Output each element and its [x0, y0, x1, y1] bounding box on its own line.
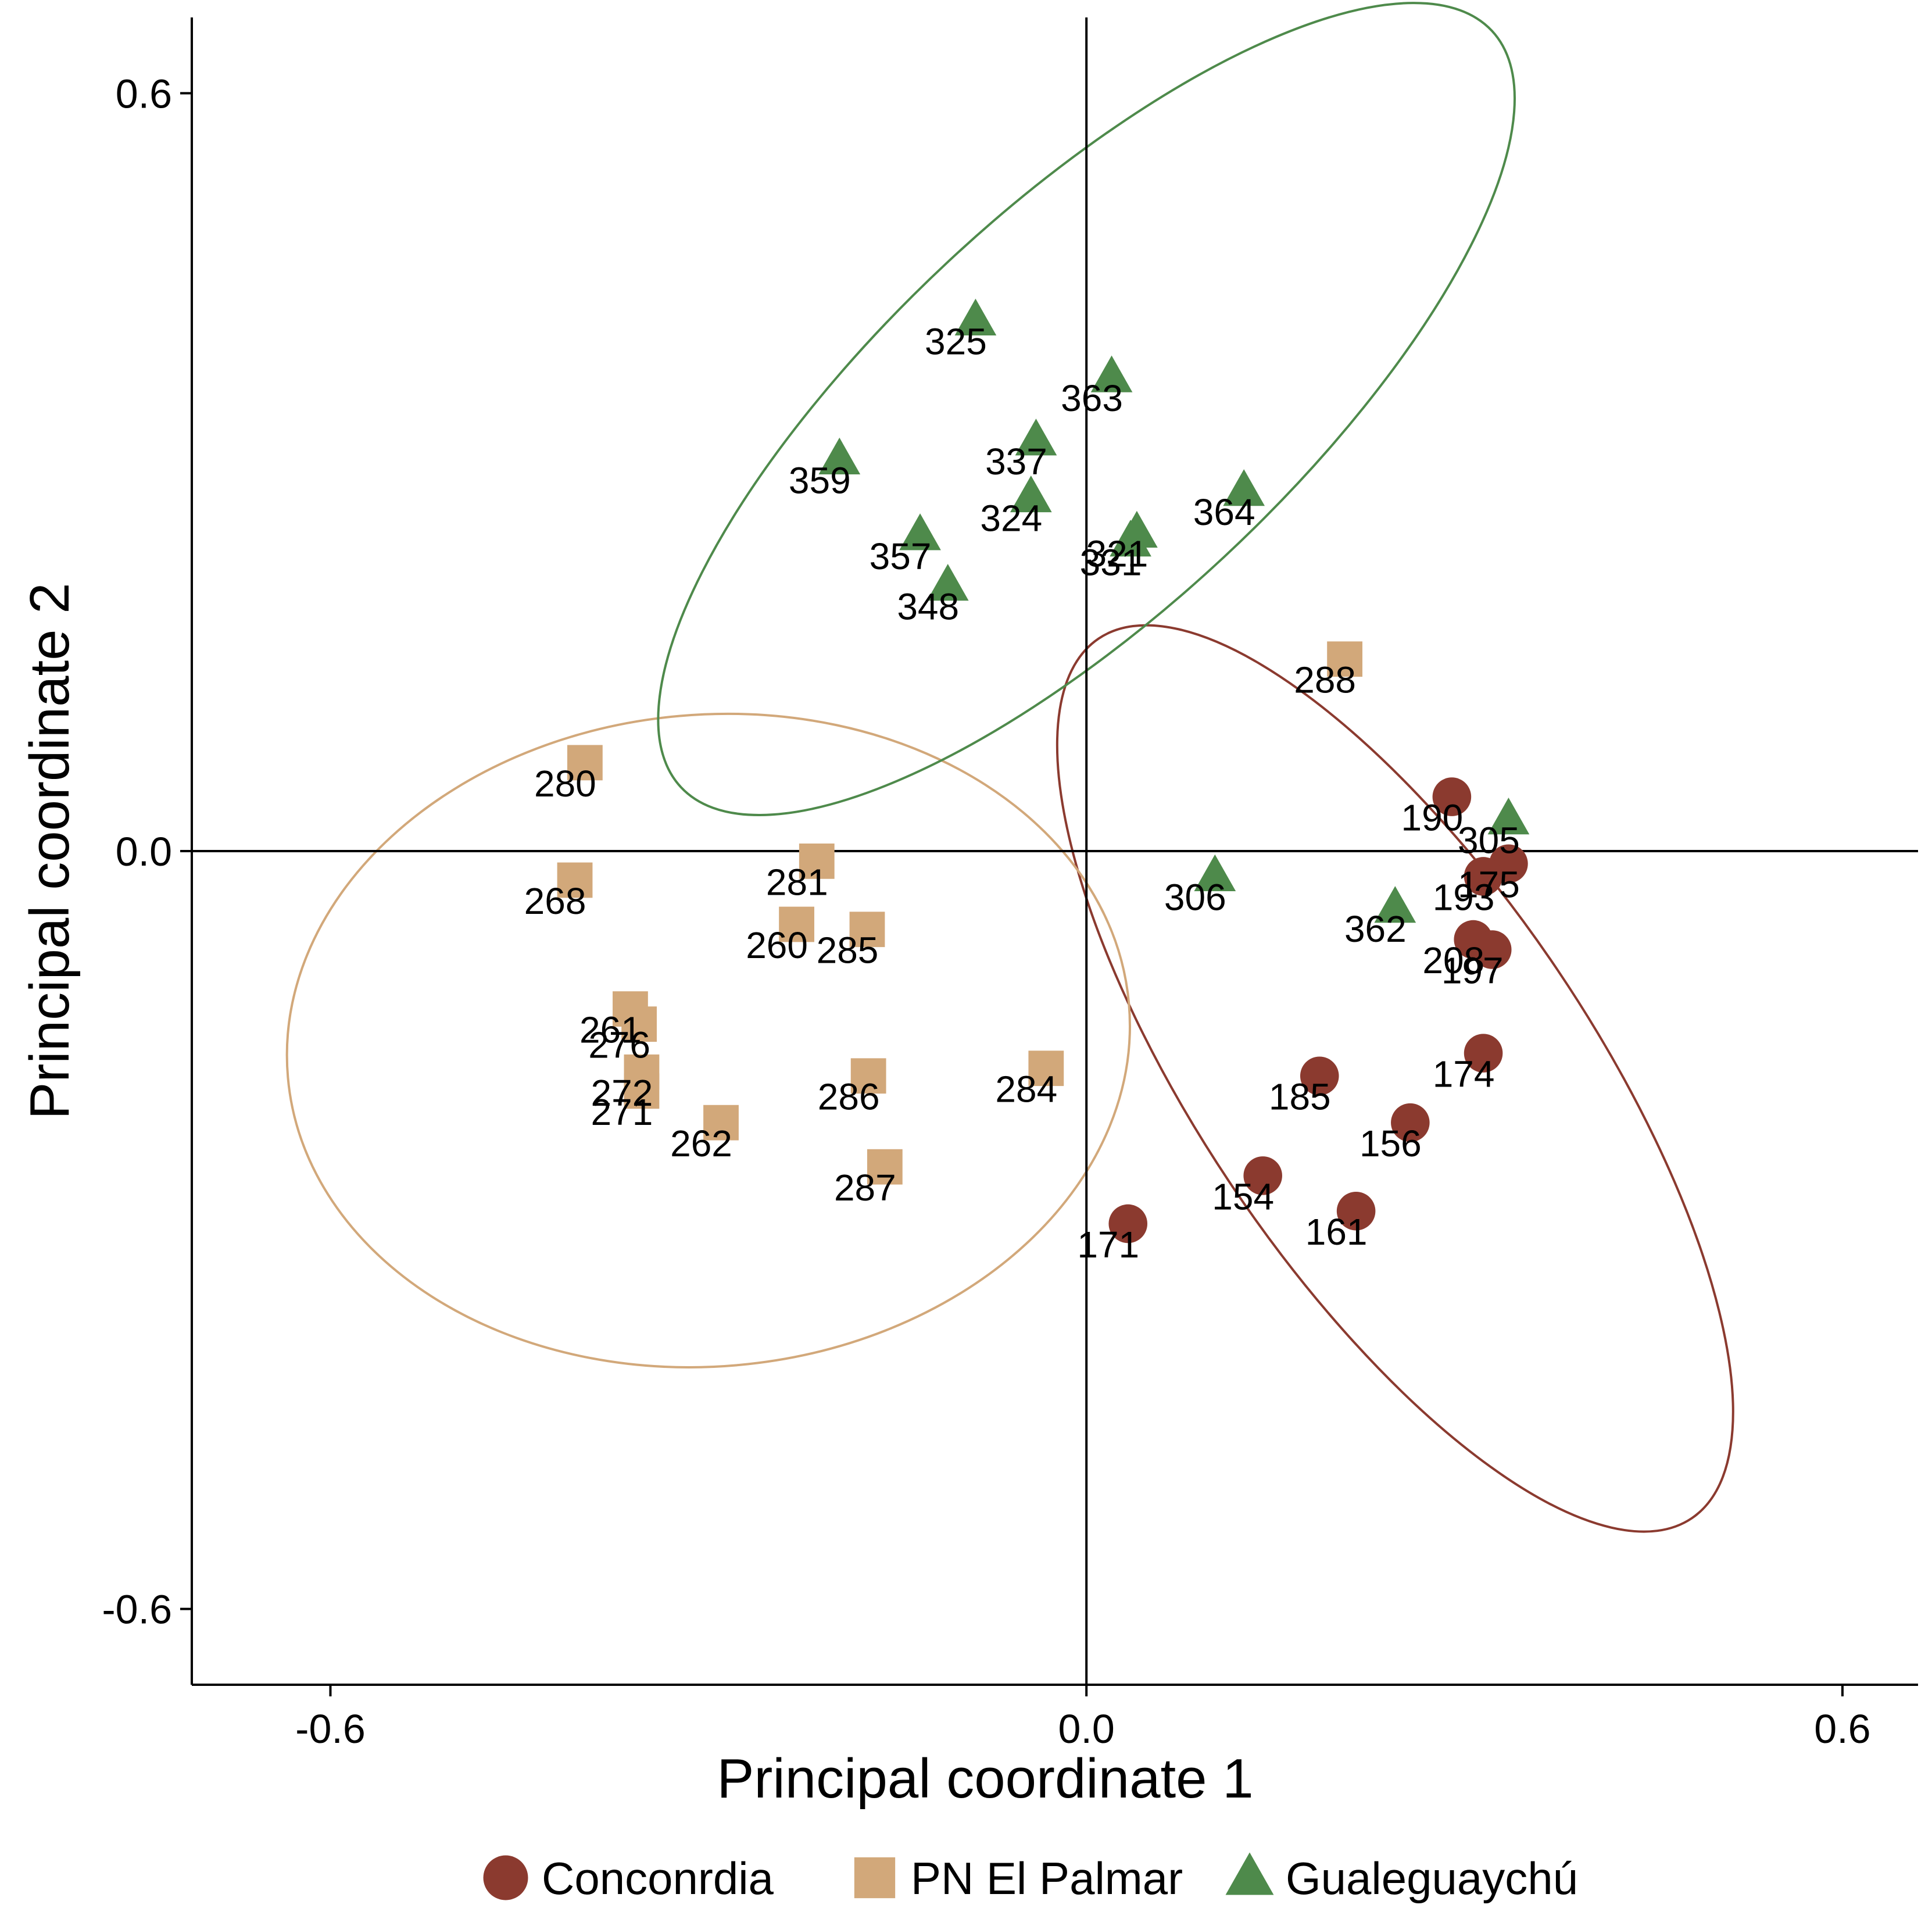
- legend: Conconrdia PN El Palmar Gualeguaychú: [483, 1852, 1578, 1904]
- point-label: 363: [1061, 377, 1123, 419]
- legend-item-conconrdia: Conconrdia: [483, 1853, 774, 1904]
- point-square: [850, 1058, 886, 1094]
- x-tick-label: -0.6: [295, 1706, 366, 1752]
- point-triangle: [1194, 854, 1236, 891]
- point-label: 280: [534, 763, 596, 805]
- point-label: 276: [588, 1024, 650, 1066]
- point-label: 348: [897, 586, 959, 628]
- point-triangle: [1090, 355, 1133, 392]
- ellipse-conconrdia: [1056, 624, 1734, 1533]
- point-label: 272: [591, 1072, 653, 1114]
- point-circle: [1300, 1056, 1339, 1096]
- legend-item-pn-el-palmar: PN El Palmar: [854, 1853, 1183, 1904]
- point-square: [1327, 641, 1363, 677]
- x-tick-label: 0.0: [1058, 1706, 1115, 1752]
- point-label: 321: [1086, 533, 1149, 574]
- legend-item-gualeguaych-: Gualeguaychú: [1225, 1852, 1578, 1904]
- point-label: 197: [1441, 949, 1504, 991]
- legend-label: PN El Palmar: [911, 1853, 1183, 1904]
- point-label: 285: [817, 930, 879, 971]
- point-label: 156: [1359, 1123, 1422, 1164]
- y-tick-label: -0.6: [102, 1587, 172, 1632]
- point-triangle: [899, 513, 941, 551]
- point-circle: [1391, 1103, 1430, 1142]
- point-label: 271: [591, 1091, 653, 1133]
- y-tick-label: 0.6: [116, 71, 172, 116]
- axes: -0.6 0.0 0.6 -0.6 0.0 0.6 Principal coordinate…: [19, 17, 1918, 1810]
- point-label: 331: [1080, 542, 1142, 584]
- point-label: 193: [1433, 876, 1495, 918]
- data-points: [557, 298, 1530, 1243]
- point-label: 288: [1294, 659, 1356, 701]
- point-label: 362: [1344, 908, 1407, 950]
- point-label: 325: [925, 320, 987, 362]
- point-triangle: [954, 298, 997, 335]
- point-label: 268: [524, 880, 586, 922]
- point-label: 286: [818, 1076, 880, 1118]
- point-label: 324: [980, 498, 1042, 539]
- point-label: 175: [1458, 864, 1520, 906]
- point-square: [567, 745, 603, 781]
- point-square: [1028, 1050, 1064, 1087]
- point-triangle: [818, 437, 861, 474]
- y-tick-label: 0.0: [116, 829, 172, 874]
- point-label: 260: [746, 924, 808, 966]
- legend-label: Gualeguaychú: [1286, 1853, 1578, 1904]
- point-triangle: [926, 564, 969, 601]
- point-square: [849, 912, 885, 948]
- confidence-ellipses: [285, 2, 1734, 1533]
- point-square: [799, 843, 835, 879]
- point-triangle: [1223, 469, 1265, 506]
- point-circle: [1472, 930, 1512, 969]
- point-label: 154: [1212, 1175, 1274, 1217]
- point-label: 171: [1077, 1224, 1139, 1266]
- point-label: 364: [1193, 491, 1255, 533]
- point-label: 208: [1422, 939, 1484, 981]
- point-triangle: [1487, 797, 1530, 835]
- point-label: 337: [985, 441, 1047, 483]
- point-square: [624, 1073, 660, 1109]
- point-circle: [1432, 777, 1472, 816]
- point-label: 161: [1305, 1211, 1368, 1253]
- point-label: 261: [579, 1009, 642, 1051]
- legend-key-square: [854, 1857, 896, 1899]
- ellipse-pn-el-palmar: [285, 712, 1131, 1368]
- point-triangle: [1110, 519, 1151, 557]
- legend-label: Conconrdia: [542, 1853, 774, 1904]
- legend-key-circle: [483, 1855, 528, 1900]
- y-axis-title: Principal coordinate 2: [19, 583, 81, 1119]
- point-label: 357: [870, 535, 932, 577]
- point-label: 284: [995, 1069, 1057, 1110]
- point-square: [621, 1006, 657, 1042]
- x-axis-title: Principal coordinate 1: [717, 1748, 1253, 1810]
- point-circle: [1464, 1034, 1503, 1073]
- point-label: 287: [834, 1167, 896, 1209]
- point-triangle: [1015, 419, 1057, 456]
- point-circle: [1108, 1204, 1148, 1243]
- ellipse-gualeguaych-: [657, 2, 1516, 817]
- point-label: 174: [1433, 1053, 1495, 1095]
- x-tick-label: 0.6: [1814, 1706, 1870, 1752]
- point-triangle: [1374, 886, 1416, 923]
- legend-key-triangle: [1225, 1852, 1274, 1895]
- point-label: 262: [670, 1123, 732, 1164]
- point-circle: [1336, 1191, 1376, 1231]
- point-circle: [1243, 1156, 1282, 1195]
- point-label: 185: [1269, 1076, 1331, 1118]
- point-square: [557, 862, 593, 898]
- point-label: 190: [1401, 797, 1463, 839]
- point-label: 359: [789, 459, 851, 501]
- point-label: 306: [1164, 876, 1226, 918]
- point-square: [703, 1105, 739, 1141]
- point-label: 305: [1458, 820, 1520, 862]
- point-triangle: [1010, 475, 1052, 513]
- point-square: [779, 906, 814, 942]
- point-square: [867, 1149, 903, 1185]
- point-label: 281: [766, 861, 828, 903]
- point-circle: [1464, 857, 1503, 896]
